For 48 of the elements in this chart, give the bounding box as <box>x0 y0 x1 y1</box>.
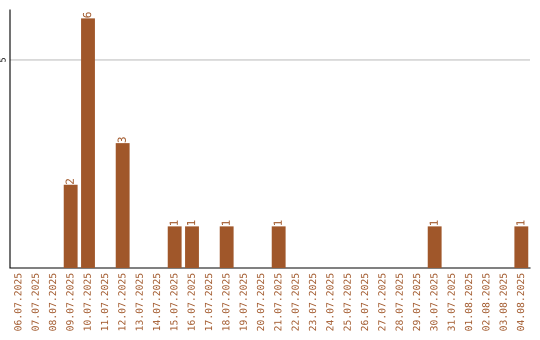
data-label: 6 <box>82 12 92 18</box>
data-label: 1 <box>430 220 438 226</box>
x-tick-label: 08.07.2025 <box>48 274 56 331</box>
x-tick-label: 18.07.2025 <box>222 274 230 330</box>
x-tick-label: 31.07.2025 <box>447 274 455 331</box>
x-tick-label: 09.07.2025 <box>66 274 74 331</box>
x-tick-label: 25.07.2025 <box>343 274 351 331</box>
bar <box>272 226 286 268</box>
x-tick-label: 17.07.2025 <box>204 274 212 330</box>
bar <box>81 18 95 268</box>
data-label: 2 <box>66 179 74 184</box>
x-tick-label: 10.07.2025 <box>83 274 91 330</box>
x-tick-label: 14.07.2025 <box>152 274 160 330</box>
x-tick-label: 13.07.2025 <box>135 274 143 330</box>
bar <box>220 226 234 268</box>
x-tick-label: 20.07.2025 <box>256 274 264 331</box>
data-label: 1 <box>186 220 196 226</box>
data-label: 1 <box>274 220 282 226</box>
bar <box>64 184 78 268</box>
x-tick-label: 22.07.2025 <box>291 274 299 331</box>
x-tick-label: 19.07.2025 <box>239 274 247 330</box>
x-tick-label: 07.07.2025 <box>31 274 39 331</box>
x-tick-label: 30.07.2025 <box>430 274 438 331</box>
x-tick-label: 15.07.2025 <box>170 274 178 330</box>
x-tick-label: 11.07.2025 <box>100 274 108 330</box>
bar <box>168 226 182 268</box>
x-tick-label: 24.07.2025 <box>326 274 334 331</box>
x-tick-label: 27.07.2025 <box>378 274 386 331</box>
data-label: 1 <box>516 220 524 226</box>
data-label: 1 <box>222 220 230 226</box>
x-tick-label: 06.07.2025 <box>14 274 22 331</box>
x-tick-label: 03.08.2025 <box>499 274 507 331</box>
data-label: 1 <box>170 220 178 226</box>
x-tick-label: 26.07.2025 <box>360 274 368 331</box>
x-tick-label: 29.07.2025 <box>412 274 420 331</box>
x-tick-label: 16.07.2025 <box>187 274 195 330</box>
bar <box>185 226 199 268</box>
x-tick-label: 28.07.2025 <box>395 274 403 331</box>
x-tick-label: 12.07.2025 <box>118 274 126 330</box>
bar <box>428 226 442 268</box>
x-tick-label: 04.08.2025 <box>516 274 524 331</box>
x-tick-label: 01.08.2025 <box>464 274 472 331</box>
data-label: 3 <box>118 137 126 142</box>
x-tick-label: 23.07.2025 <box>308 274 316 331</box>
bar <box>116 143 130 268</box>
bar <box>514 226 528 268</box>
x-tick-label: 21.07.2025 <box>274 274 282 331</box>
x-tick-label: 02.08.2025 <box>482 274 490 331</box>
